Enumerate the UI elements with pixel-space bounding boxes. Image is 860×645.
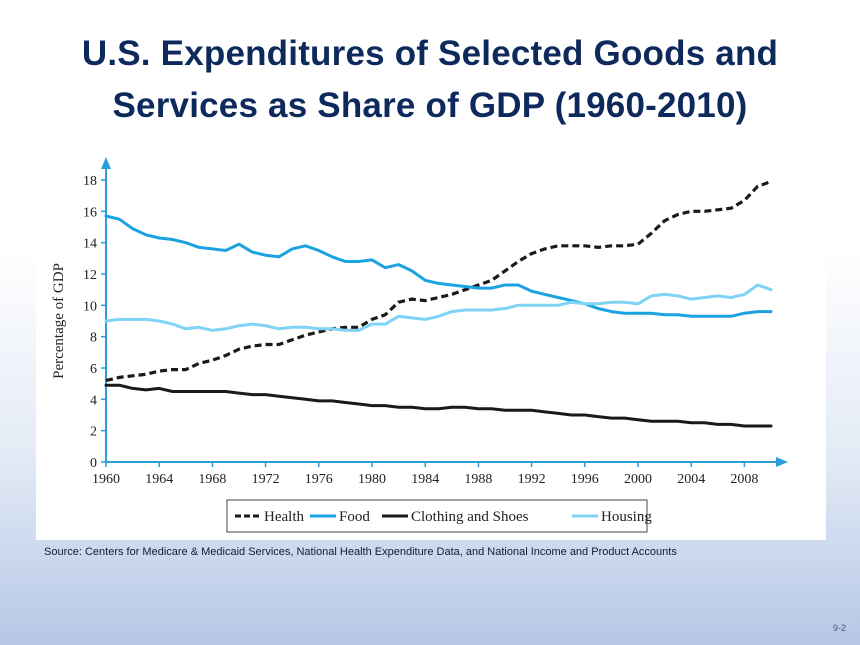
page-number: 9-2 — [832, 623, 846, 633]
legend-label: Housing — [601, 509, 652, 525]
y-tick-label: 18 — [83, 174, 97, 189]
legend-label: Health — [264, 509, 304, 525]
series-line-clothing-and-shoes — [104, 383, 773, 428]
source-note: Source: Centers for Medicare & Medicaid … — [44, 546, 677, 558]
legend-label: Clothing and Shoes — [411, 509, 529, 525]
x-tick-label: 2004 — [677, 472, 705, 487]
chart-panel: 0 2 4 6 8 10 12 14 16 18 1960 1964 1968 1972 1976 1980 1… — [36, 153, 826, 540]
x-tick-label: 1972 — [252, 472, 280, 487]
x-tick-label: 1984 — [411, 472, 439, 487]
series-line-health — [105, 180, 772, 383]
x-tick-label: 1968 — [198, 472, 226, 487]
y-tick-label: 0 — [90, 456, 97, 471]
y-tick-label: 12 — [83, 268, 97, 283]
y-tick-label: 14 — [83, 237, 97, 252]
y-tick-label: 4 — [90, 393, 97, 408]
x-tick-label: 1988 — [464, 472, 492, 487]
series-line-housing — [104, 283, 773, 332]
series-line-food — [104, 214, 773, 318]
slide-title-line-2: Services as Share of GDP (1960-2010) — [112, 86, 748, 125]
x-tick-label: 1964 — [145, 472, 173, 487]
x-tick-label: 1992 — [518, 472, 546, 487]
x-tick-label: 2008 — [730, 472, 758, 487]
y-tick-label: 6 — [90, 362, 97, 377]
y-axis-arrow-icon — [101, 157, 111, 169]
legend-label: Food — [339, 509, 370, 525]
y-tick-label: 16 — [83, 205, 97, 220]
x-tick-label: 1996 — [571, 472, 599, 487]
y-tick-label: 8 — [90, 331, 97, 346]
y-tick-label: 2 — [90, 425, 97, 440]
x-tick-label: 1960 — [92, 472, 120, 487]
x-tick-label: 1976 — [305, 472, 333, 487]
y-axis-label: Percentage of GDP — [51, 263, 67, 379]
line-chart: 0 2 4 6 8 10 12 14 16 18 1960 1964 1968 1972 1976 1980 1… — [51, 157, 788, 533]
x-axis-arrow-icon — [776, 457, 788, 467]
x-tick-label: 1980 — [358, 472, 386, 487]
slide-title: U.S. Expenditures of Selected Goods and … — [20, 28, 840, 132]
slide-title-line-1: U.S. Expenditures of Selected Goods and — [81, 34, 779, 73]
y-tick-label: 10 — [83, 299, 97, 314]
x-tick-label: 2000 — [624, 472, 652, 487]
